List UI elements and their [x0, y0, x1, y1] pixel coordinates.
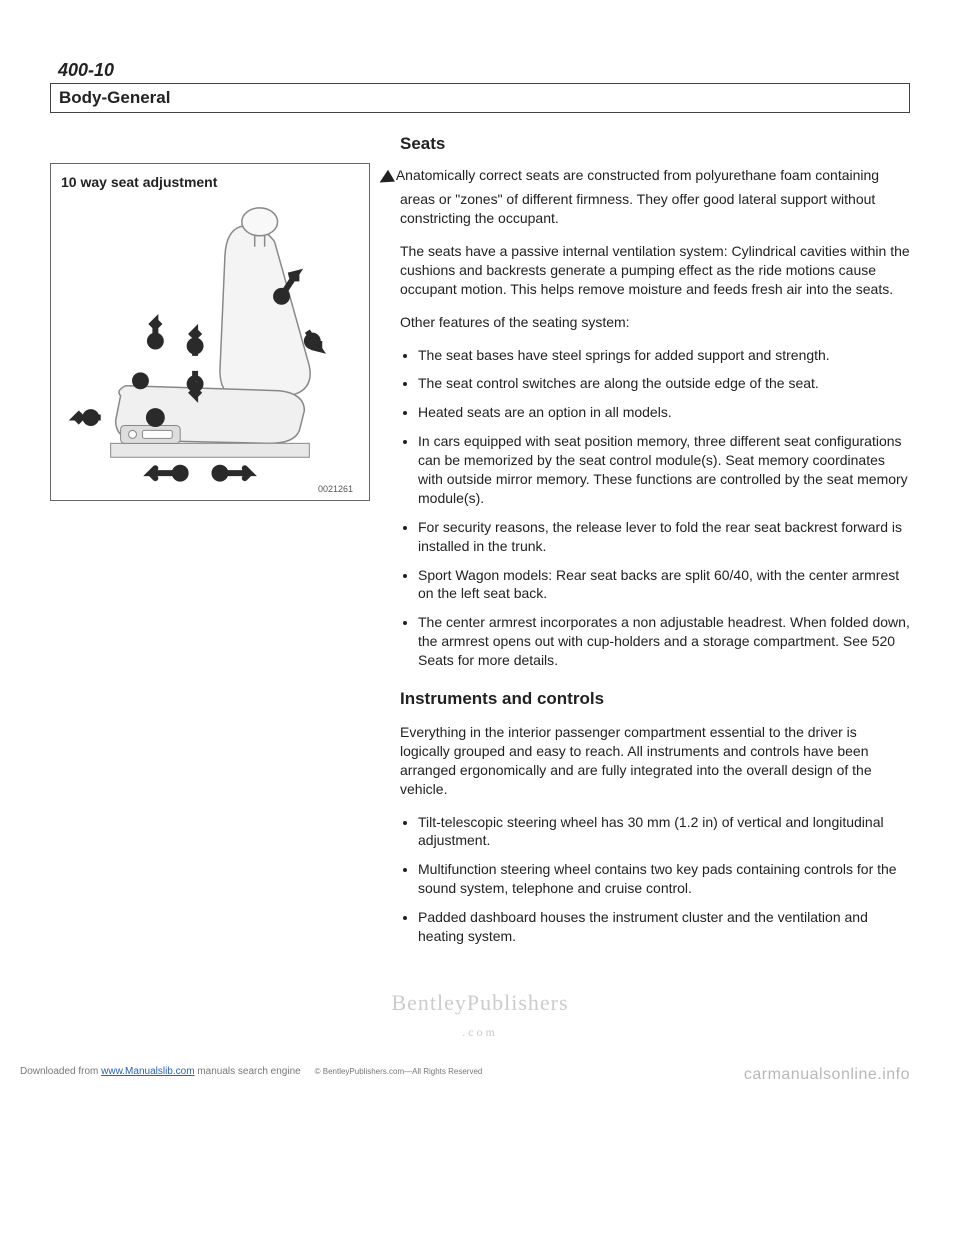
figure-box: 10 way seat adjustment — [50, 163, 370, 501]
list-item: For security reasons, the release lever … — [418, 518, 910, 556]
page-footer: Downloaded from www.Manualslib.com manua… — [0, 1062, 960, 1094]
svg-text:6: 6 — [310, 337, 316, 348]
svg-text:2: 2 — [217, 469, 223, 480]
manualslib-link[interactable]: www.Manualslib.com — [101, 1066, 194, 1077]
chapter-title: Body-General — [50, 83, 910, 113]
seats-p1: ◀Anatomically correct seats are construc… — [400, 166, 910, 228]
svg-text:10: 10 — [150, 413, 160, 423]
figure-id: 0021261 — [318, 484, 353, 494]
list-item: The center armrest incorporates a non ad… — [418, 613, 910, 670]
list-item: Heated seats are an option in all models… — [418, 403, 910, 422]
list-item: Multifunction steering wheel contains tw… — [418, 860, 910, 898]
svg-text:7: 7 — [153, 337, 159, 348]
svg-text:3: 3 — [192, 342, 198, 353]
figure-title: 10 way seat adjustment — [61, 174, 359, 190]
instruments-heading: Instruments and controls — [400, 688, 910, 711]
svg-text:5: 5 — [279, 292, 285, 303]
pointer-icon: ◀ — [373, 164, 397, 192]
seats-bullets: The seat bases have steel springs for ad… — [400, 346, 910, 670]
seats-p3: Other features of the seating system: — [400, 313, 910, 332]
page-number: 400-10 — [50, 60, 910, 81]
list-item: Sport Wagon models: Rear seat backs are … — [418, 566, 910, 604]
watermark: BentleyPublishers .com — [50, 990, 910, 1042]
svg-text:4: 4 — [192, 380, 198, 391]
list-item: The seat bases have steel springs for ad… — [418, 346, 910, 365]
carmanuals-link[interactable]: carmanualsonline.info — [744, 1066, 910, 1084]
svg-text:9: 9 — [88, 413, 94, 424]
list-item: Padded dashboard houses the instrument c… — [418, 908, 910, 946]
svg-text:1: 1 — [177, 469, 183, 480]
svg-text:8: 8 — [138, 377, 144, 388]
list-item: Tilt-telescopic steering wheel has 30 mm… — [418, 813, 910, 851]
seats-p2: The seats have a passive internal ventil… — [400, 242, 910, 299]
seat-diagram: 1 2 3 4 5 6 — [61, 196, 359, 496]
instruments-p1: Everything in the interior passenger com… — [400, 723, 910, 799]
instruments-bullets: Tilt-telescopic steering wheel has 30 mm… — [400, 813, 910, 946]
seats-heading: Seats — [400, 133, 910, 156]
list-item: In cars equipped with seat position memo… — [418, 432, 910, 508]
list-item: The seat control switches are along the … — [418, 374, 910, 393]
